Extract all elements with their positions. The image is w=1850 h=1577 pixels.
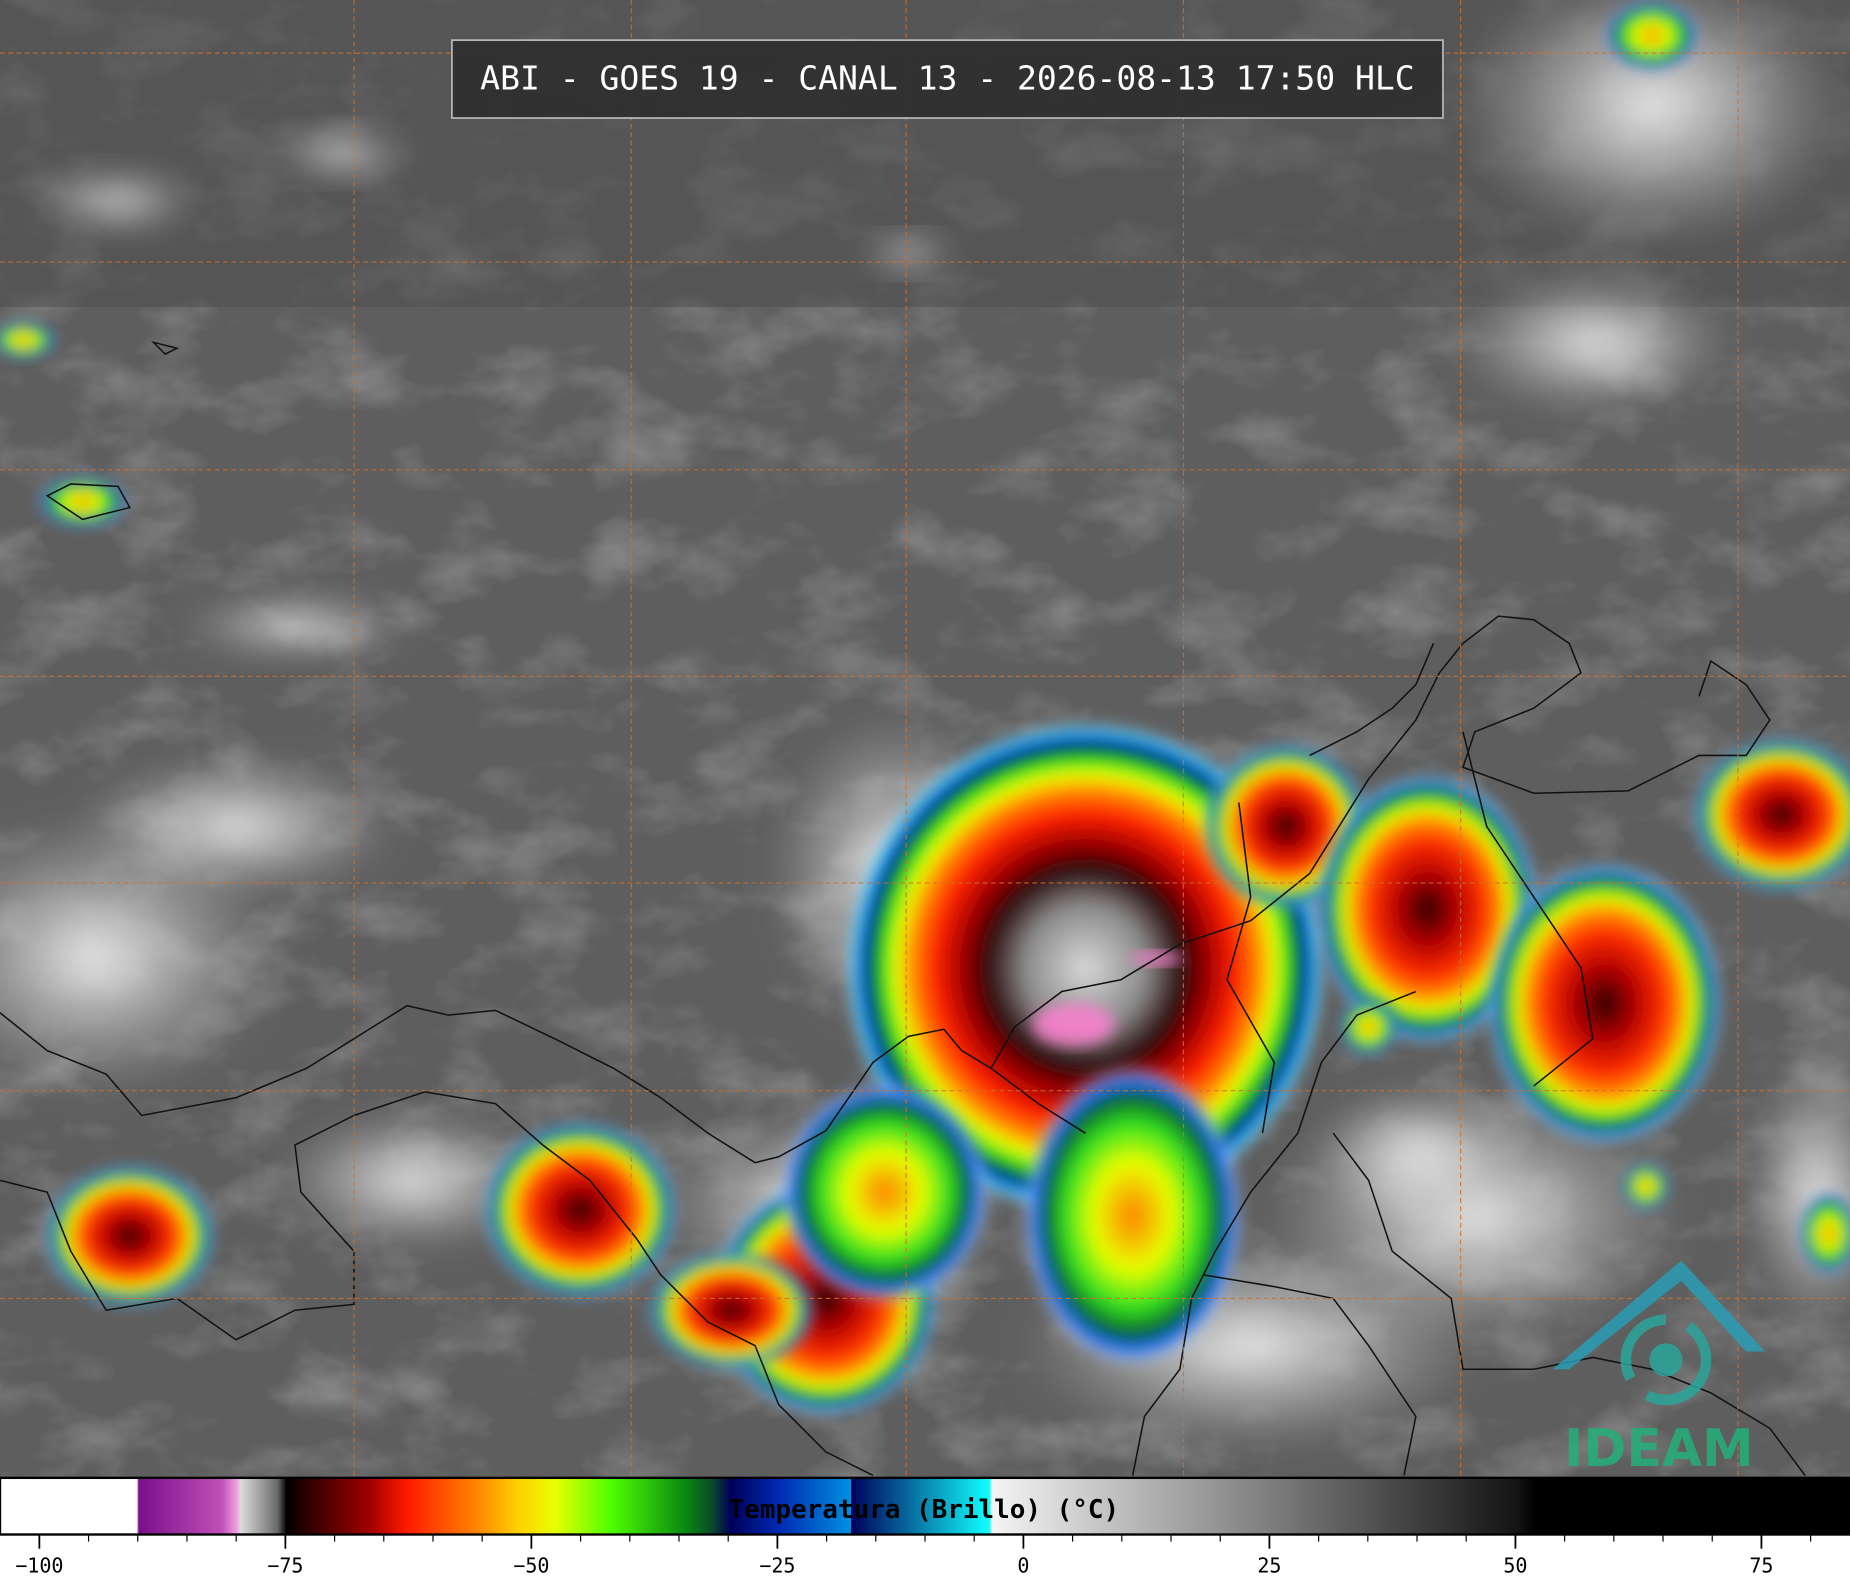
storm-cell [483, 1121, 678, 1299]
coastlines [0, 340, 1806, 1477]
overshoot [1032, 1003, 1115, 1046]
storm-core [1020, 1062, 1245, 1370]
storm-cell [1486, 861, 1723, 1145]
small-cell [1622, 1162, 1670, 1210]
graticule [0, 0, 1850, 1478]
small-cell [0, 321, 57, 359]
cirrus [861, 236, 956, 272]
tick-label: 25 [1257, 1553, 1281, 1577]
title-background [450, 39, 1444, 119]
cirrus [1451, 271, 1735, 414]
border [1462, 731, 1594, 1087]
border [1332, 1132, 1806, 1476]
coast [0, 1091, 874, 1477]
cirrus [35, 171, 201, 231]
storm-cell [44, 1165, 215, 1307]
small-cell [1604, 0, 1699, 71]
tick-label: −100 [15, 1553, 63, 1577]
tick-label: 0 [1017, 1553, 1029, 1577]
storm-cell [1693, 737, 1850, 892]
storm-cell [1315, 773, 1540, 1045]
colorbar-label: Temperatura (Brillo) (°C) [729, 1495, 1120, 1525]
coast [1309, 643, 1435, 757]
title-box: ABI - GOES 19 - CANAL 13 - 2026-08-13 17… [450, 39, 1444, 119]
logo-swirl [1620, 1314, 1712, 1406]
cirrus [271, 1109, 555, 1252]
colorbar-axis: −100 −75 −50 −25 0 25 50 75 [15, 1534, 1812, 1577]
coast [0, 1004, 1086, 1164]
cirrus [1309, 1085, 1523, 1228]
cirrus [176, 596, 413, 656]
storm-cell [648, 1251, 815, 1370]
colorbar: Temperatura (Brillo) (°C) −100 −75 −50 −25 0… [0, 1476, 1850, 1577]
title: ABI - GOES 19 - CANAL 13 - 2026-08-13 17… [480, 59, 1414, 98]
small-cell [778, 1080, 992, 1305]
small-cell [1799, 1192, 1850, 1275]
logo: IDEAM [1552, 1260, 1766, 1479]
cirrus [271, 129, 413, 178]
storm-cells [0, 0, 1850, 1417]
logo-text: IDEAM [1564, 1419, 1754, 1479]
tick-label: 75 [1749, 1553, 1773, 1577]
tick-label: −75 [267, 1553, 303, 1577]
tick-label: 50 [1503, 1553, 1527, 1577]
border [1203, 1274, 1417, 1476]
cirrus [1451, 0, 1850, 248]
cirrus [70, 755, 402, 898]
logo-roof [1552, 1260, 1766, 1370]
island [45, 340, 180, 521]
border [1131, 990, 1417, 1476]
border [1226, 802, 1276, 1134]
tick-label: −25 [759, 1553, 795, 1577]
logo-eye [1649, 1343, 1683, 1377]
small-cell [1339, 997, 1399, 1057]
tick-label: −50 [513, 1553, 549, 1577]
